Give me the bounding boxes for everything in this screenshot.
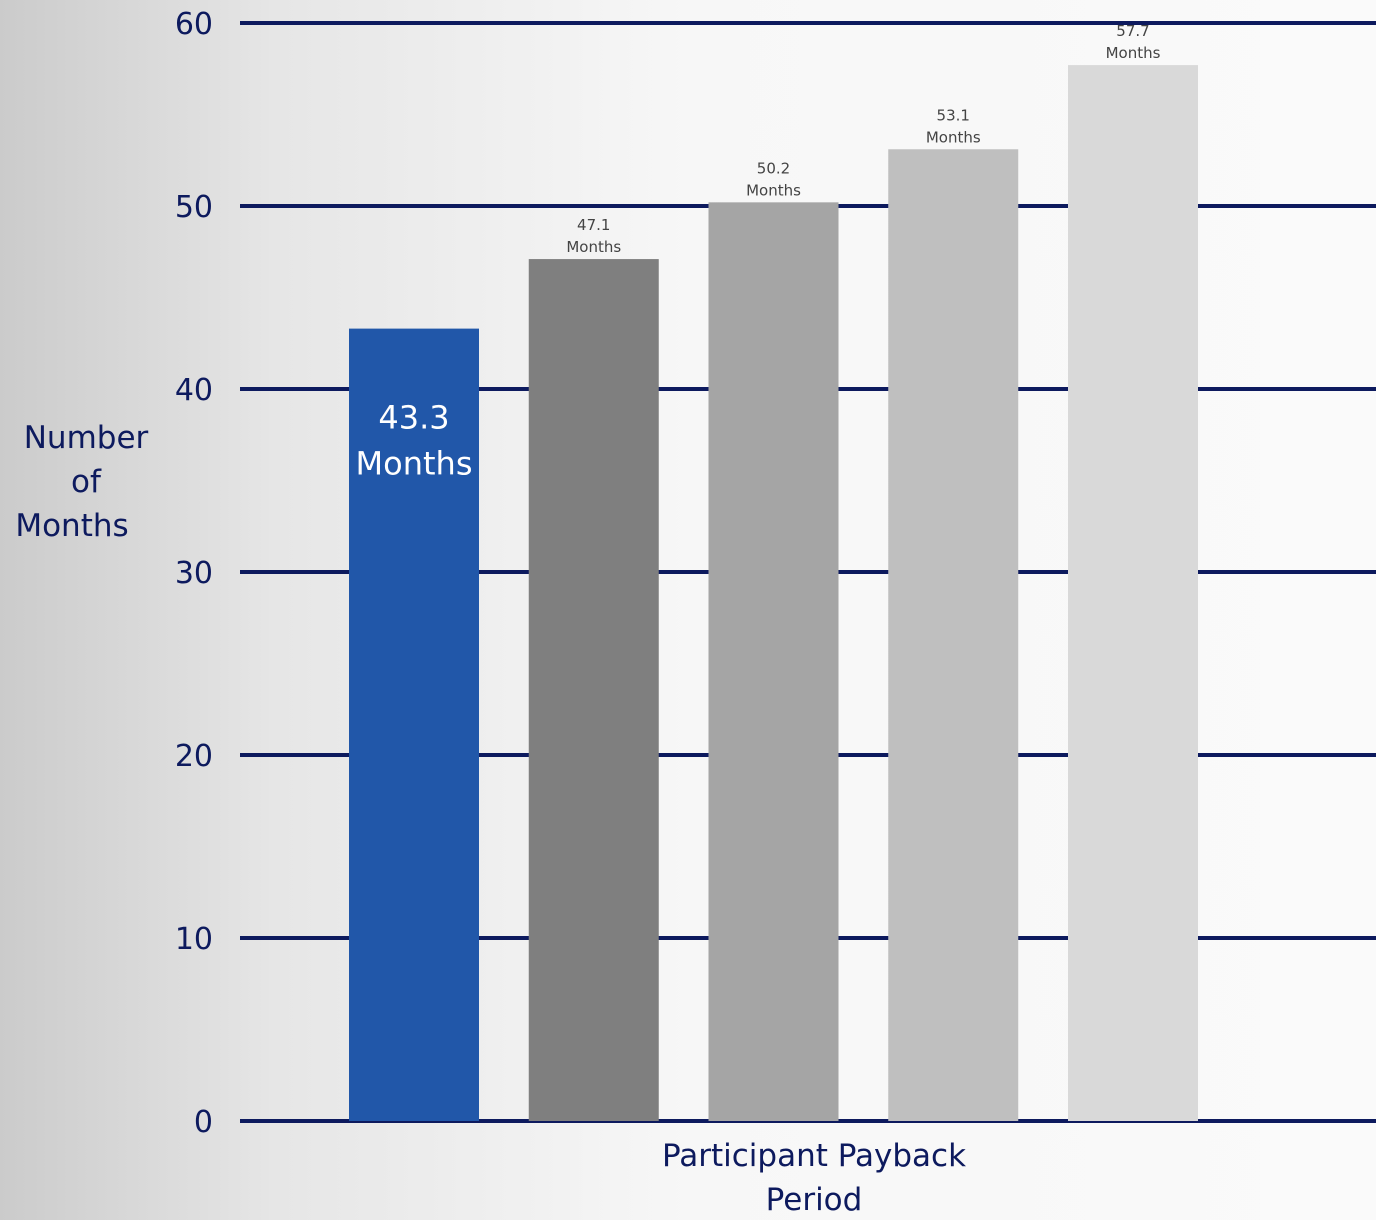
y-axis-ticks: 0 10 20 30 40 50 60 — [175, 7, 213, 1140]
y-axis-title-line: Months — [15, 508, 128, 544]
data-label-value: 47.1 — [577, 216, 610, 234]
data-label-unit: Months — [1106, 44, 1161, 62]
x-axis-title-line: Period — [766, 1182, 863, 1218]
y-tick-label: 10 — [175, 922, 213, 957]
data-label-unit: Months — [926, 128, 981, 146]
axis-titles: Number of Months Participant Payback Period — [15, 420, 966, 1218]
y-tick-label: 60 — [175, 7, 213, 42]
bars — [349, 65, 1198, 1122]
data-label-unit: Months — [746, 181, 801, 199]
x-axis-title-line: Participant Payback — [662, 1138, 966, 1174]
y-tick-label: 40 — [175, 373, 213, 408]
y-tick-label: 20 — [175, 739, 213, 774]
data-label-value: 43.3 — [378, 399, 449, 437]
bar-2 — [528, 259, 659, 1121]
data-label-value: 53.1 — [937, 106, 970, 124]
y-axis-title-line: of — [71, 464, 102, 500]
data-label-unit: Months — [566, 238, 621, 256]
data-label-unit: Months — [356, 445, 473, 483]
bar-5 — [1068, 65, 1198, 1122]
bar-3 — [708, 202, 839, 1122]
bar-1 — [349, 328, 479, 1121]
y-tick-label: 50 — [175, 190, 213, 225]
data-label-value: 50.2 — [757, 159, 790, 177]
y-tick-label: 0 — [194, 1105, 213, 1140]
y-tick-label: 30 — [175, 556, 213, 591]
data-labels: 43.3 Months 47.1 Months 50.2 Months 53.1 Months… — [356, 22, 1161, 483]
y-axis-title-line: Number — [24, 420, 149, 456]
data-label-value: 57.7 — [1116, 22, 1149, 40]
bar-4 — [888, 149, 1019, 1121]
